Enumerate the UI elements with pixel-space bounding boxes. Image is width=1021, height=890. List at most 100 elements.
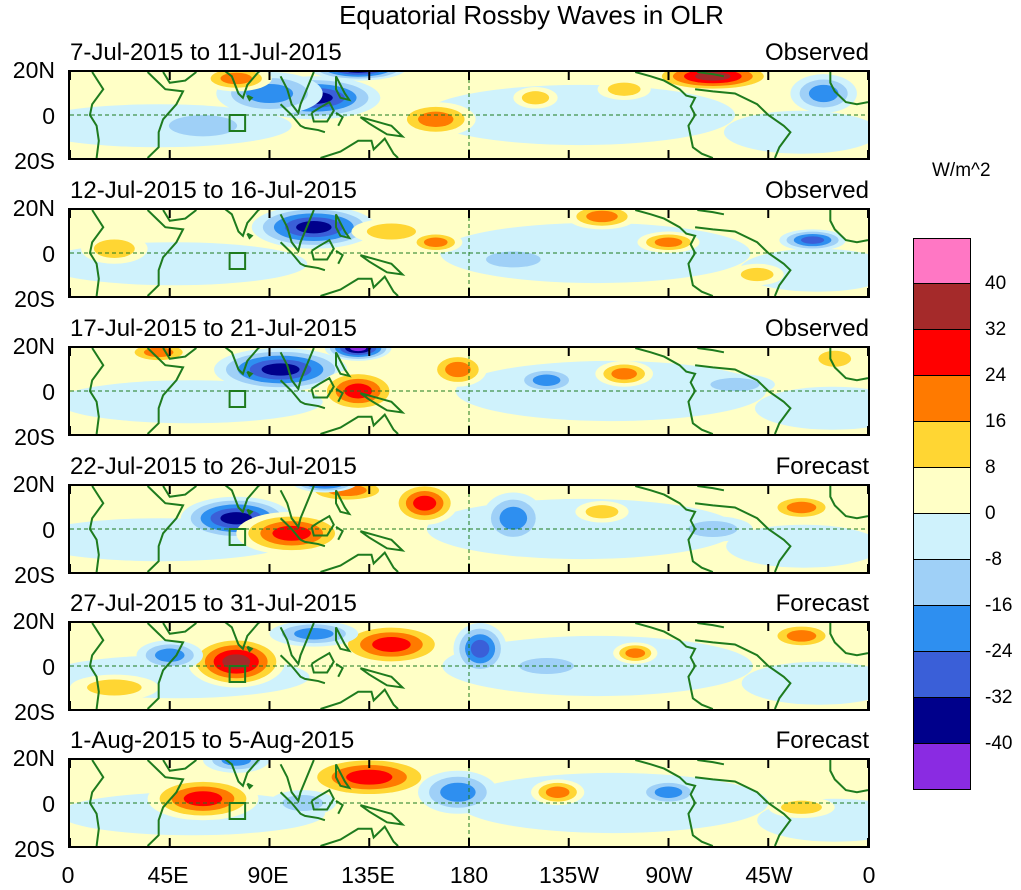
coastline — [279, 654, 326, 685]
y-tick-label: 20S — [14, 836, 55, 862]
y-tick-label: 20N — [12, 333, 55, 359]
coastline — [246, 370, 254, 378]
panel-kind: Forecast — [775, 727, 869, 754]
x-tick-label: 0 — [862, 862, 876, 888]
olr-field — [70, 486, 868, 572]
coastline — [146, 760, 185, 846]
coastline — [162, 210, 197, 222]
negative-anomaly — [710, 377, 760, 392]
colorbar-swatch — [913, 284, 971, 330]
coastline — [829, 210, 868, 244]
coastline — [694, 639, 792, 709]
olr-map — [68, 484, 870, 574]
coastline — [246, 94, 254, 102]
y-tick-label: 20S — [14, 699, 55, 725]
negative-anomaly — [499, 506, 528, 530]
coastline — [224, 760, 261, 788]
positive-anomaly — [346, 769, 393, 785]
y-tick-label: 20N — [12, 745, 55, 771]
coastline — [246, 645, 254, 653]
coastline — [88, 486, 105, 572]
map-panel: 17-Jul-2015 to 21-Jul-2015 Observed 20N 0 20… — [0, 316, 1021, 454]
map-panel: 22-Jul-2015 to 26-Jul-2015 Forecast 20N 0 20… — [0, 454, 1021, 592]
colorbar-label: -40 — [985, 733, 1013, 754]
colorbar-label: -24 — [985, 641, 1013, 662]
map-panel: 12-Jul-2015 to 16-Jul-2015 Observed 20N 0 20… — [0, 178, 1021, 316]
positive-anomaly — [695, 72, 731, 81]
x-tick-label: 90E — [247, 862, 289, 888]
coastline — [88, 72, 105, 158]
coastline — [335, 213, 352, 240]
coastline — [829, 72, 868, 106]
coastline — [88, 348, 105, 434]
coastline — [634, 72, 714, 158]
colorbar-swatch — [913, 744, 971, 790]
coastline — [335, 351, 352, 378]
panel-date-range: 1-Aug-2015 to 5-Aug-2015 — [70, 727, 355, 754]
coastline — [359, 392, 406, 414]
coastline — [335, 663, 344, 678]
negative-anomaly — [440, 782, 476, 802]
positive-anomaly — [418, 111, 454, 127]
coastline — [162, 486, 197, 498]
coastline — [694, 776, 792, 846]
olr-map — [68, 70, 870, 160]
colorbar-swatch — [913, 330, 971, 376]
coastline — [279, 791, 326, 822]
negative-anomaly — [296, 221, 332, 234]
coastline — [694, 88, 792, 158]
coastline — [310, 651, 335, 674]
coastline — [335, 800, 344, 815]
positive-anomaly — [413, 495, 437, 511]
coastline — [634, 348, 714, 434]
olr-map — [68, 621, 870, 711]
coastline — [634, 210, 714, 296]
map-panel: 1-Aug-2015 to 5-Aug-2015 Forecast 20N 0 20S — [0, 728, 1021, 866]
coastline — [335, 626, 352, 653]
negative-anomaly — [688, 521, 738, 537]
positive-anomaly — [611, 368, 637, 380]
positive-anomaly — [87, 679, 142, 696]
positive-anomaly — [786, 501, 817, 514]
coastline — [146, 348, 185, 434]
y-tick-label: 0 — [42, 517, 55, 543]
negative-anomaly — [350, 348, 367, 352]
coastline — [697, 760, 725, 766]
coastline — [246, 782, 254, 790]
panel-kind: Observed — [764, 177, 869, 204]
coastline — [335, 75, 352, 102]
region-box — [228, 665, 247, 683]
positive-anomaly — [521, 91, 550, 105]
positive-anomaly — [93, 239, 135, 258]
coastline — [320, 137, 399, 158]
x-tick-label: 45E — [147, 862, 189, 888]
coastline — [359, 804, 406, 826]
figure-title: Equatorial Rossby Waves in OLR — [339, 0, 724, 30]
map-panel: 7-Jul-2015 to 11-Jul-2015 Observed 20N 0 20S — [0, 40, 1021, 178]
colorbar — [913, 238, 971, 790]
colorbar-label: -8 — [985, 549, 1002, 570]
coastline — [320, 825, 399, 846]
positive-anomaly — [818, 350, 852, 367]
coastline — [162, 623, 197, 635]
panel-date-range: 12-Jul-2015 to 16-Jul-2015 — [70, 177, 357, 204]
region-box — [228, 390, 247, 408]
colorbar-swatch — [913, 376, 971, 422]
coastline — [335, 489, 352, 516]
y-tick-label: 20S — [14, 562, 55, 588]
panel-date-range: 7-Jul-2015 to 11-Jul-2015 — [70, 39, 342, 66]
coastline — [310, 238, 335, 261]
panel-date-range: 27-Jul-2015 to 31-Jul-2015 — [70, 590, 357, 617]
x-tick-label: 45W — [745, 862, 793, 888]
coastline — [88, 760, 105, 846]
colorbar-swatch — [913, 560, 971, 606]
coastline — [279, 486, 315, 530]
coastline — [634, 486, 714, 572]
coastline — [335, 763, 352, 790]
positive-anomaly — [220, 72, 253, 85]
coastline — [224, 72, 261, 100]
coastline — [697, 72, 725, 78]
colorbar-swatch — [913, 606, 971, 652]
panel-kind: Observed — [764, 315, 869, 342]
y-tick-label: 0 — [42, 241, 55, 267]
